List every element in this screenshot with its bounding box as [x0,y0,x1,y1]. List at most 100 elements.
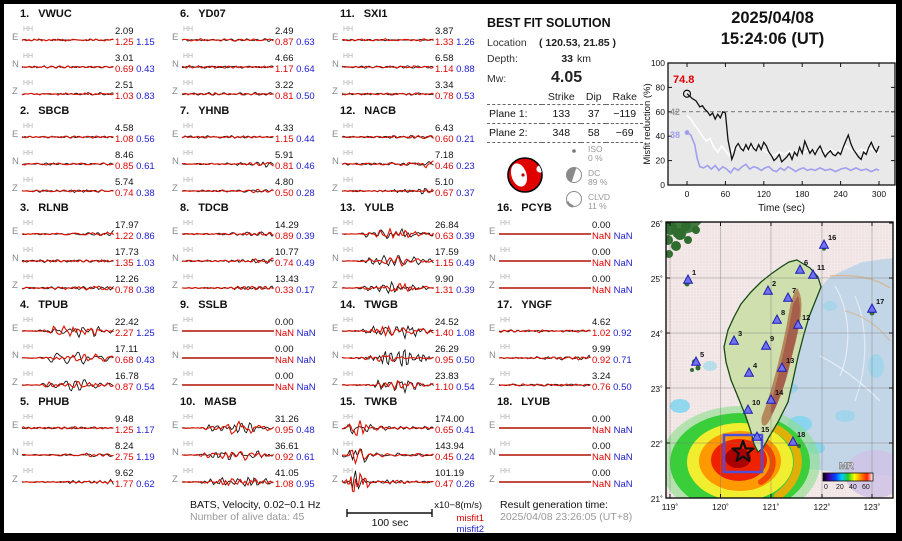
waveform-trace: HH [21,414,114,430]
misfit1-value: 1.22 [115,231,134,242]
amplitude-value: 9.62 [115,468,134,479]
instrument-code: HH [23,317,33,324]
channel-values: 101.19 0.47 0.26 [435,465,483,490]
misfit2-value: 0.39 [456,285,475,296]
station-name: PCYB [521,202,552,214]
waveform-row: Z HH 0.00 NaN NaN [487,465,641,491]
misfit1-value: 1.08 [115,134,134,145]
station-name: LYUB [521,396,551,408]
channel-values: 0.00 NaN NaN [592,217,640,242]
amplitude-value: 101.19 [435,468,465,479]
component-label: N [332,350,339,361]
plane2-label: Plane 2: [487,123,542,143]
channel-values: 22.42 2.27 1.25 [115,314,163,339]
waveform-row: Z HH 12.26 0.78 0.38 [10,271,164,297]
misfit1-value: 1.33 [435,37,454,48]
channel-values: 5.74 0.74 0.38 [115,174,163,199]
misfit2-legend: misfit2 [456,524,484,535]
misfit1-value: 2.75 [115,452,134,463]
misfit2-value: 0.38 [136,285,155,296]
amplitude-value: 3.34 [435,80,454,91]
col-rake: Rake [606,90,643,105]
map-station-marker [866,302,878,313]
instrument-code: HH [500,371,510,378]
waveform-trace: HH [341,344,434,367]
instrument-code: HH [343,177,353,184]
synthetic-trace [341,255,434,267]
synthetic-trace [341,160,434,169]
plane1-rake: −119 [606,104,643,124]
component-label: E [332,420,339,431]
station-header: 3. RLNB [20,202,164,216]
component-label: Z [12,474,18,485]
component-label: N [172,350,179,361]
station-name: PHUB [38,396,70,408]
misfit2-value: 0.49 [456,258,475,269]
map-station-number: 17 [876,297,884,306]
amplitude-value: 0.00 [592,414,611,425]
synthetic-trace [341,227,434,240]
synthetic-trace [181,162,274,167]
amplitude-value: 16.78 [115,371,139,382]
instrument-code: HH [343,123,353,130]
component-label: Z [489,474,495,485]
misfit-lavender-line [686,131,880,174]
station-panel-phub: 5. PHUB E HH 9.48 1.25 1.17 N HH 8.24 2.75 1.19 Z H… [10,396,164,491]
waveform-row: N HH 17.11 0.68 0.43 [10,341,164,367]
channel-values: 6.43 0.60 0.21 [435,120,483,145]
waveform-trace: HH [182,344,274,359]
component-label: N [12,59,19,70]
instrument-code: HH [343,150,353,157]
amplitude-value: 17.73 [115,247,139,258]
instrument-code: HH [23,468,33,475]
map-station-marker [728,334,740,345]
station-header: 13. YULB [340,202,484,216]
component-label: Z [332,377,338,388]
misfit2-value: 1.15 [136,37,155,48]
misfit-reduction-plot: 0 20 40 60 80 100 0 60 120 180 240 300 74.8 42 38 Misfi… [640,56,902,221]
misfit1-value: 0.45 [435,452,454,463]
component-label: E [12,323,19,334]
station-number: 10. [180,396,196,408]
misfit2-value: 1.03 [136,258,155,269]
waveform-row: N HH 0.00 NaN NaN [170,341,324,367]
synthetic-trace [181,285,274,291]
waveform-row: N HH 143.94 0.45 0.24 [330,438,484,466]
station-name: TWKB [364,396,398,408]
component-label: N [332,59,339,70]
epicenter-search-box [722,433,764,474]
misfit2-value: 0.23 [456,161,475,172]
waveform-row: N HH 5.91 0.81 0.46 [170,147,324,173]
misfit1-value: 1.17 [275,64,294,75]
synthetic-trace [21,259,114,263]
station-panel-masb: 10. MASB E HH 31.26 0.95 0.48 N HH 36.61 0.92 0.6… [170,396,324,491]
station-name: RLNB [38,202,69,214]
misfit2-value: 1.19 [136,452,155,463]
waveform-row: Z HH 9.90 1.31 0.39 [330,271,484,297]
station-name: YHNB [198,105,230,117]
colorbar-tick: 20 [836,484,844,491]
amplitude-value: 3.87 [435,26,454,37]
station-number: 5. [20,396,30,408]
iso-stat: ISO 0 % [588,144,603,163]
station-header: 1. VWUC [20,8,164,22]
amplitude-value: 24.52 [435,317,459,328]
waveform-row: E HH 24.52 1.40 1.08 [330,314,484,340]
waveform-row: N HH 10.77 0.74 0.49 [170,244,324,270]
channel-values: 0.00 NaN NaN [592,411,640,436]
component-label: Z [332,280,338,291]
instrument-code: HH [183,441,193,448]
map-station-number: 15 [761,425,769,434]
component-label: N [12,253,19,264]
waveform-row: E HH 3.87 1.33 1.26 [330,23,484,49]
component-label: N [332,447,339,458]
waveform-trace: HH [499,468,591,483]
station-panel-yd07: 6. YD07 E HH 2.49 0.87 0.63 N HH 4.66 1.17 0.64 Z H… [170,8,324,103]
waveform-row: E HH 0.00 NaN NaN [487,217,641,243]
station-header: 2. SBCB [20,105,164,119]
instrument-code: HH [183,371,193,378]
map-station-number: 6 [804,258,808,267]
waveform-row: E HH 14.29 0.89 0.39 [170,217,324,243]
synthetic-trace [21,92,114,96]
amplitude-value: 174.00 [435,414,465,425]
